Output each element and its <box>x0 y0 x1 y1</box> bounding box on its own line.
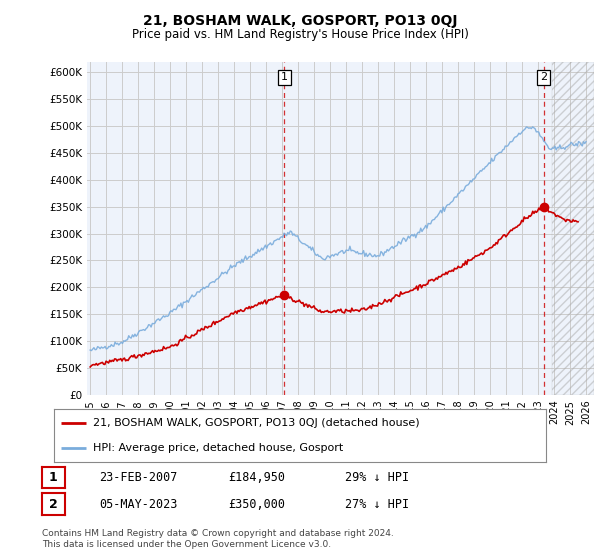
Text: 2: 2 <box>540 72 547 82</box>
Text: £184,950: £184,950 <box>228 471 285 484</box>
Text: 2: 2 <box>49 497 58 511</box>
Text: 21, BOSHAM WALK, GOSPORT, PO13 0QJ (detached house): 21, BOSHAM WALK, GOSPORT, PO13 0QJ (deta… <box>94 418 420 428</box>
Text: HPI: Average price, detached house, Gosport: HPI: Average price, detached house, Gosp… <box>94 442 344 452</box>
Text: Price paid vs. HM Land Registry's House Price Index (HPI): Price paid vs. HM Land Registry's House … <box>131 28 469 41</box>
Text: £350,000: £350,000 <box>228 497 285 511</box>
Text: 1: 1 <box>49 471 58 484</box>
Text: 29% ↓ HPI: 29% ↓ HPI <box>345 471 409 484</box>
Text: Contains HM Land Registry data © Crown copyright and database right 2024.
This d: Contains HM Land Registry data © Crown c… <box>42 529 394 549</box>
Text: 05-MAY-2023: 05-MAY-2023 <box>99 497 178 511</box>
Text: 23-FEB-2007: 23-FEB-2007 <box>99 471 178 484</box>
Text: 21, BOSHAM WALK, GOSPORT, PO13 0QJ: 21, BOSHAM WALK, GOSPORT, PO13 0QJ <box>143 14 457 28</box>
Text: 27% ↓ HPI: 27% ↓ HPI <box>345 497 409 511</box>
Text: 1: 1 <box>281 72 288 82</box>
